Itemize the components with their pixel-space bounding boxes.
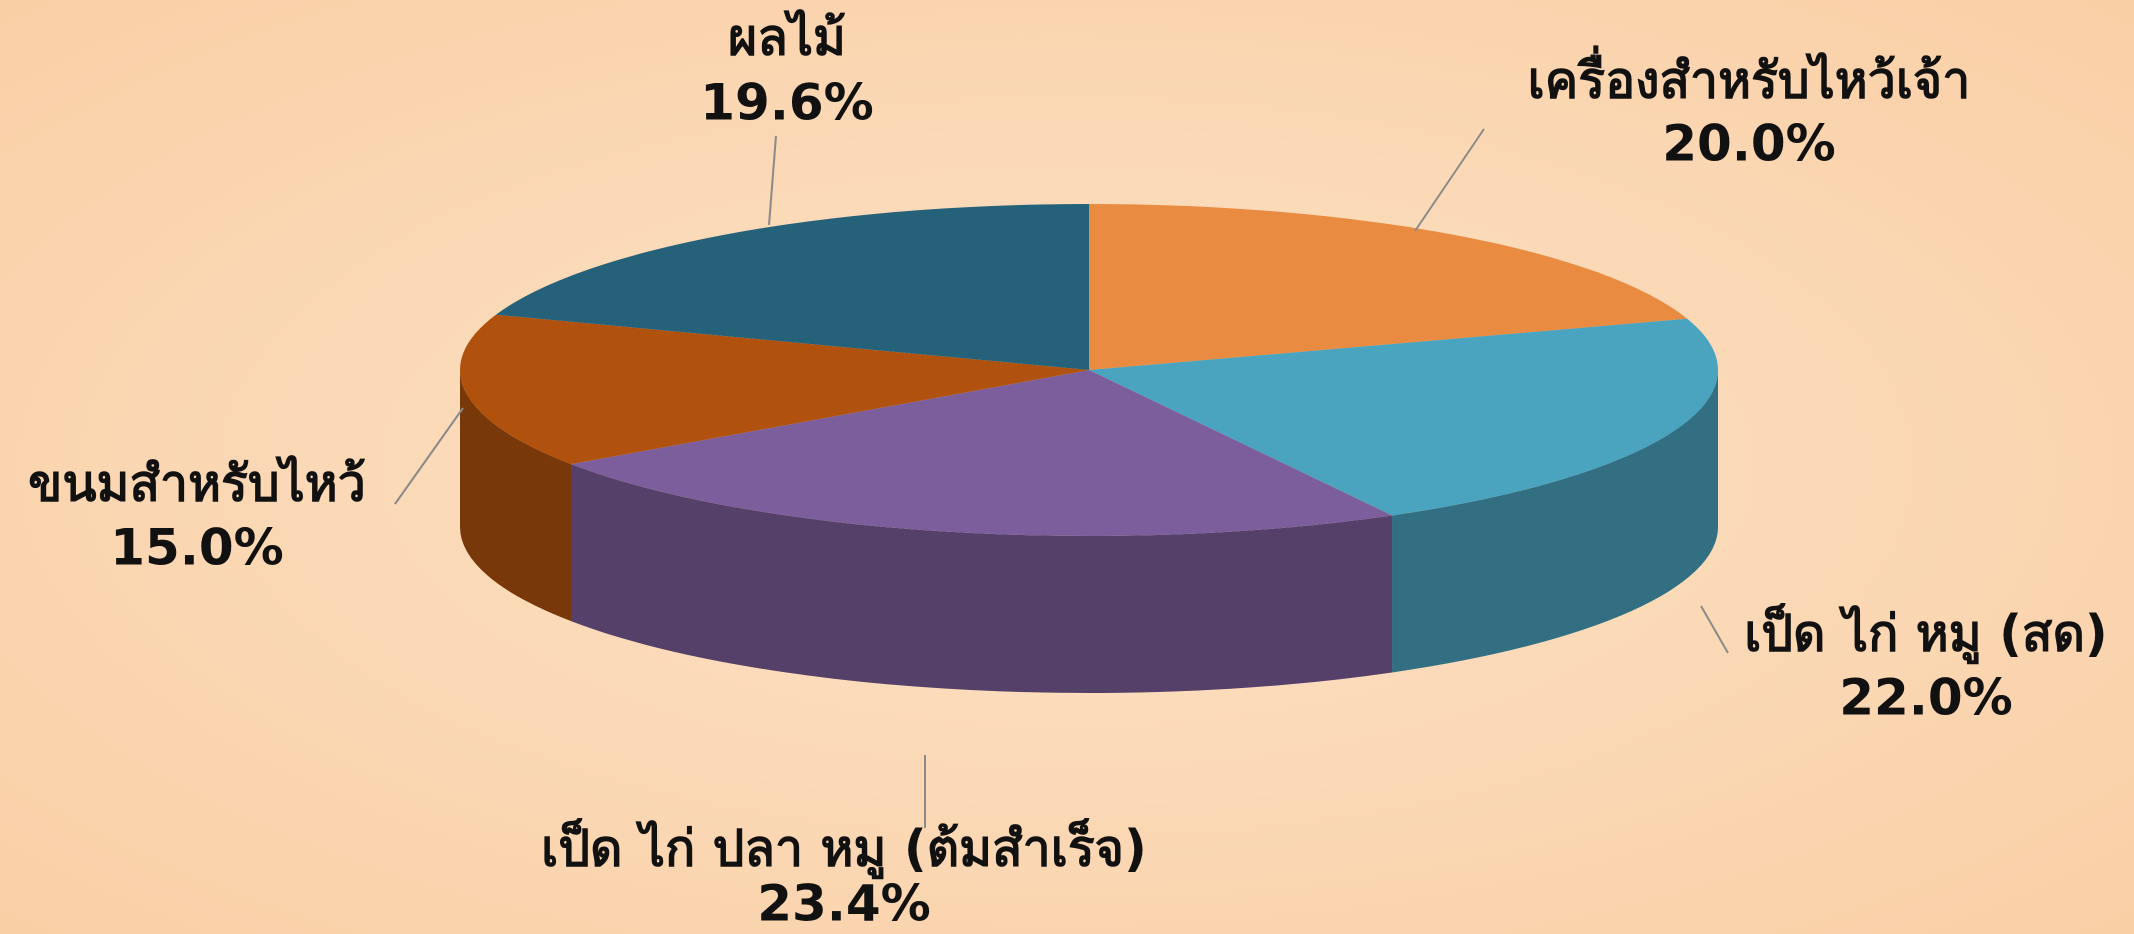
- category-label: เครื่องสำหรับไหว้เจ้า: [1528, 46, 1971, 110]
- value-label: 19.6%: [700, 74, 873, 132]
- slice-side: [1392, 370, 1719, 673]
- category-label: ผลไม้: [728, 9, 846, 67]
- leader-line: [1414, 128, 1485, 232]
- slice: [459, 314, 1089, 465]
- category-label: ขนมสำหรับไหว้: [28, 455, 366, 513]
- value-label: 20.0%: [1662, 115, 1835, 173]
- slice: [570, 370, 1393, 536]
- slice-side: [570, 464, 1393, 694]
- value-label: 22.0%: [1839, 669, 2012, 727]
- value-label: 15.0%: [110, 519, 283, 577]
- labels: เครื่องสำหรับไหว้เจ้า20.0% เป็ด ไก่ หมู (…: [28, 9, 2108, 933]
- leader-line: [768, 135, 777, 226]
- value-label: 23.4%: [757, 875, 930, 933]
- category-label: เป็ด ไก่ ปลา หมู (ต้มสำเร็จ): [541, 818, 1147, 880]
- category-label: เป็ด ไก่ หมู (สด): [1744, 603, 2108, 665]
- tops: [459, 204, 1718, 536]
- leader-line: [394, 407, 464, 505]
- sides: [460, 370, 1719, 694]
- slice-side: [460, 370, 571, 622]
- slice: [1089, 318, 1718, 516]
- slice: [495, 204, 1089, 370]
- slice: [1089, 204, 1688, 370]
- leader-line: [1700, 605, 1729, 654]
